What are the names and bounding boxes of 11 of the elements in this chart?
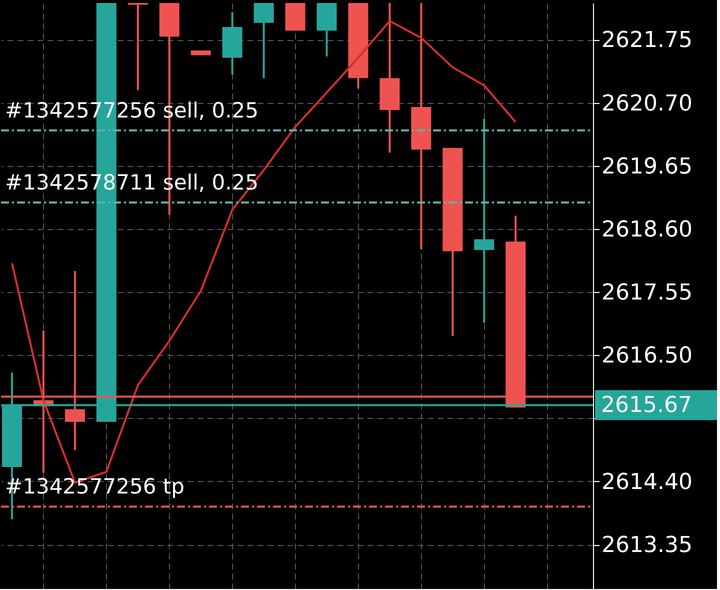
y-tick-label: 2620.70 — [602, 91, 692, 116]
y-tick-label: 2614.40 — [602, 470, 692, 495]
y-tick-label: 2617.55 — [602, 280, 692, 306]
y-tick-label: 2621.75 — [602, 28, 692, 54]
candlestick — [128, 2, 148, 92]
y-tick-label: 2618.60 — [602, 217, 692, 242]
candlestick — [254, 2, 274, 80]
y-tick-label: 2619.65 — [602, 154, 692, 180]
ref-line-label: 2615.67 — [601, 393, 692, 418]
y-tick-label: 2613.35 — [602, 533, 692, 558]
y-tick-label: 2616.50 — [602, 344, 692, 369]
